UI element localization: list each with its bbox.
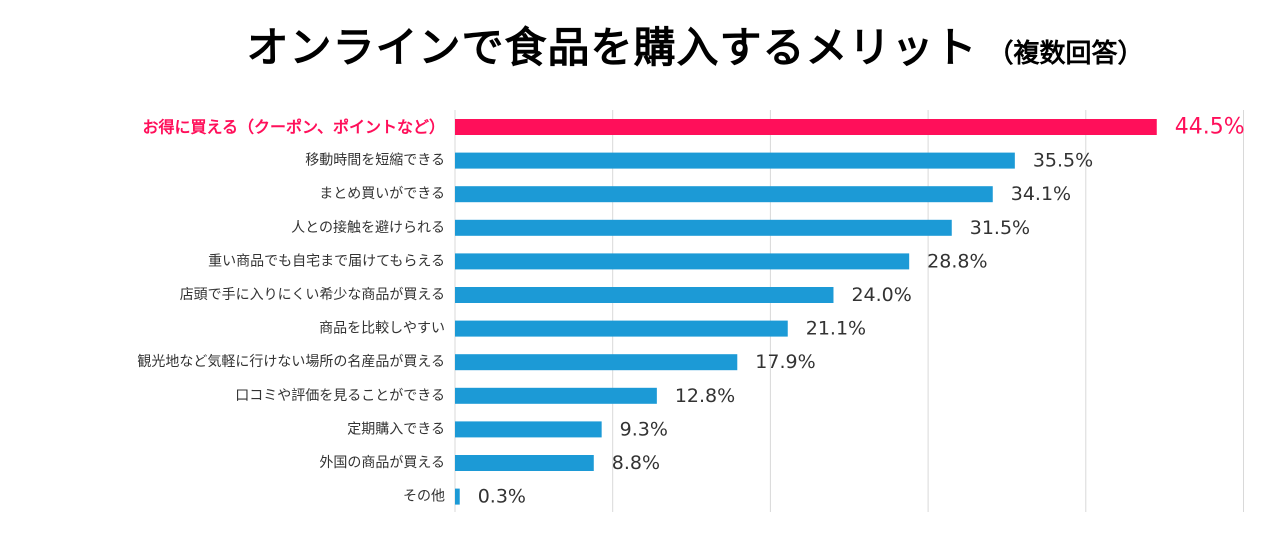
category-label-0: お得に買える（クーポン、ポイントなど）: [142, 118, 445, 137]
bar-0: [455, 119, 1157, 135]
category-label-3: 人との接触を避けられる: [291, 219, 445, 236]
value-label-9: 9.3%: [620, 418, 668, 440]
category-label-4: 重い商品でも自宅まで届けてもらえる: [208, 253, 445, 269]
category-label-8: 口コミや評価を見ることができる: [235, 388, 445, 404]
value-label-7: 17.9%: [755, 351, 815, 373]
title-main: オンラインで食品を購入するメリット: [246, 23, 978, 72]
category-label-10: 外国の商品が買える: [319, 455, 445, 471]
value-label-8: 12.8%: [675, 385, 735, 407]
bar-10: [455, 455, 594, 471]
bar-8: [455, 387, 657, 404]
bar-3: [455, 219, 952, 236]
bar-7: [455, 354, 738, 371]
bar-6: [455, 320, 788, 337]
category-labels: お得に買える（クーポン、ポイントなど） 移動時間を短縮できるまとめ買いができる人と…: [137, 118, 445, 505]
title-subtitle: （複数回答）: [987, 39, 1144, 69]
bar-5: [455, 287, 834, 303]
chart-title: オンラインで食品を購入するメリット （複数回答）: [0, 14, 1280, 75]
bar-1: [455, 152, 1015, 169]
bars: [455, 119, 1157, 505]
value-label-3: 31.5%: [970, 217, 1030, 239]
bar-9: [455, 421, 602, 438]
value-label-5: 24.0%: [851, 284, 911, 306]
category-label-7: 観光地など気軽に行けない場所の名産品が買える: [137, 353, 445, 370]
value-label-10: 8.8%: [612, 452, 660, 474]
grid-lines: [454, 110, 1244, 512]
category-label-6: 商品を比較しやすい: [319, 321, 445, 337]
value-label-11: 0.3%: [478, 486, 526, 508]
value-label-2: 34.1%: [1011, 183, 1071, 205]
category-label-9: 定期購入できる: [347, 421, 445, 437]
category-label-11: その他: [403, 489, 445, 505]
value-label-0: 44.5%: [1175, 115, 1245, 140]
bar-2: [455, 186, 993, 203]
category-label-2: まとめ買いができる: [319, 186, 445, 202]
value-label-4: 28.8%: [927, 250, 987, 272]
value-labels: 44.5% 35.5% 34.1% 31.5% 28.8% 24.0% 21.1% 17.9%…: [478, 115, 1245, 508]
bar-11: [455, 488, 460, 505]
category-label-1: 移動時間を短縮できる: [305, 153, 445, 169]
value-label-6: 21.1%: [806, 318, 866, 340]
bar-4: [455, 253, 910, 270]
category-label-5: 店頭で手に入りにくい希少な商品が買える: [180, 287, 445, 303]
value-label-1: 35.5%: [1033, 150, 1093, 172]
